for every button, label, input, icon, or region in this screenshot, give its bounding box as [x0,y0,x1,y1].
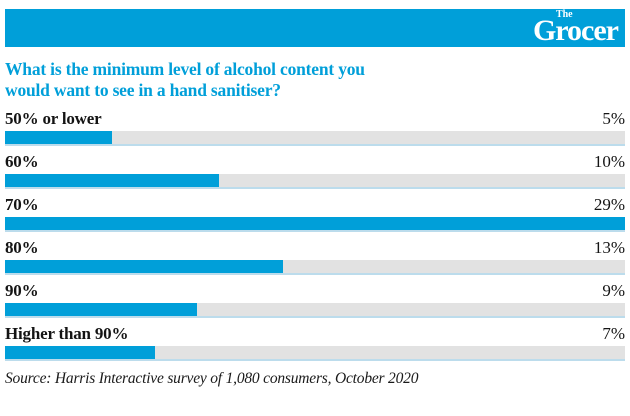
bar-track [5,260,625,275]
row-labels: 70% 29% [5,194,625,217]
category-label: 80% [5,238,39,257]
bar-fill [5,217,625,230]
value-label: 7% [602,324,625,343]
page: The Grocer What is the minimum level of … [5,9,625,387]
bar-fill [5,346,155,359]
value-label: 9% [602,281,625,300]
chart-title-line2: would want to see in a hand sanitiser? [5,80,281,100]
value-label: 29% [593,195,625,214]
bar-fill [5,303,198,316]
chart-row: 50% or lower 5% [5,108,625,146]
value-label: 10% [593,152,625,171]
row-labels: 60% 10% [5,151,625,174]
grocer-logo: The Grocer [532,9,619,48]
row-labels: 80% 13% [5,237,625,260]
logo-main-text: Grocer [532,14,619,47]
bar-fill [5,174,219,187]
bar-track [5,303,625,318]
category-label: 90% [5,281,39,300]
value-label: 5% [602,109,625,128]
bar-track [5,174,625,189]
row-labels: 90% 9% [5,280,625,303]
chart-row: 80% 13% [5,237,625,275]
logo-the-text: The [555,9,573,20]
bar-track [5,131,625,146]
chart-row: 90% 9% [5,280,625,318]
chart-row: Higher than 90% 7% [5,323,625,361]
value-label: 13% [593,238,625,257]
bar-fill [5,131,112,144]
category-label: 70% [5,195,39,214]
category-label: Higher than 90% [5,324,129,343]
chart-row: 60% 10% [5,151,625,189]
chart-row: 70% 29% [5,194,625,232]
bar-chart: 50% or lower 5% 60% 10% 70% 29% 80% 13% [5,108,625,361]
bar-track [5,217,625,232]
bar-track [5,346,625,361]
row-labels: 50% or lower 5% [5,108,625,131]
row-labels: Higher than 90% 7% [5,323,625,346]
chart-title: What is the minimum level of alcohol con… [5,59,625,101]
category-label: 50% or lower [5,109,102,128]
chart-title-line1: What is the minimum level of alcohol con… [5,59,365,79]
bar-fill [5,260,283,273]
source-note: Source: Harris Interactive survey of 1,0… [5,370,419,387]
category-label: 60% [5,152,39,171]
masthead: The Grocer [5,9,625,47]
